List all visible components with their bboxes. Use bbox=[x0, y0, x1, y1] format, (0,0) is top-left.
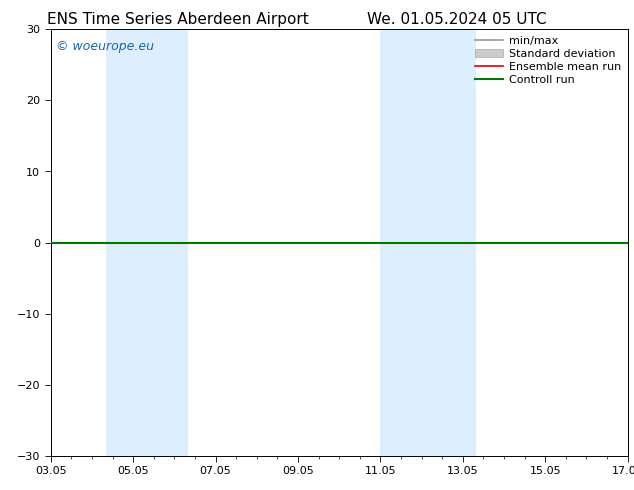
Legend: min/max, Standard deviation, Ensemble mean run, Controll run: min/max, Standard deviation, Ensemble me… bbox=[472, 33, 624, 88]
Text: We. 01.05.2024 05 UTC: We. 01.05.2024 05 UTC bbox=[366, 12, 547, 27]
Text: ENS Time Series Aberdeen Airport: ENS Time Series Aberdeen Airport bbox=[47, 12, 308, 27]
Bar bbox=[105, 29, 188, 456]
Bar bbox=[380, 29, 476, 456]
Text: © woeurope.eu: © woeurope.eu bbox=[56, 40, 155, 53]
